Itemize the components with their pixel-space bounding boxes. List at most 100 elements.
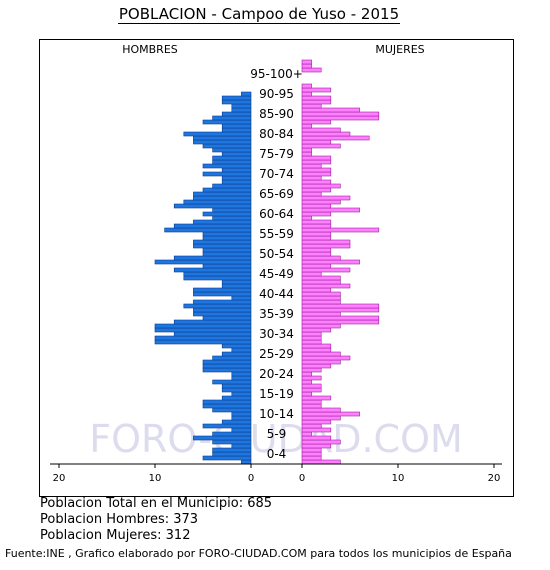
women-bar xyxy=(301,175,322,181)
women-bar xyxy=(301,239,351,245)
men-bar xyxy=(202,359,252,365)
men-bar xyxy=(202,367,252,373)
men-bar xyxy=(193,239,252,245)
age-group-label: 5-9 xyxy=(267,427,287,441)
men-bar xyxy=(231,375,252,381)
age-group-label: 65-69 xyxy=(259,187,294,201)
age-group-label: 10-14 xyxy=(259,407,294,421)
stat-total: Poblacion Total en el Municipio: 685 xyxy=(40,496,273,511)
women-bar xyxy=(301,423,322,429)
women-bar xyxy=(301,123,312,129)
women-bar xyxy=(301,99,332,105)
age-group-label: 15-19 xyxy=(259,387,294,401)
age-group-label: 30-34 xyxy=(259,327,294,341)
women-bar xyxy=(301,195,351,201)
women-bar xyxy=(301,215,312,221)
men-bar xyxy=(221,151,252,157)
women-bar xyxy=(301,403,322,409)
men-bar xyxy=(193,287,252,293)
men-bar xyxy=(221,283,252,289)
men-bar xyxy=(221,387,252,393)
stat-men: Poblacion Hombres: 373 xyxy=(40,512,199,527)
women-bar xyxy=(301,283,351,289)
women-bar xyxy=(301,347,332,353)
women-bar xyxy=(301,143,341,149)
chart-frame: FORO-CIUDAD.COM HOMBRES MUJERES 95-100+ 90-9… xyxy=(39,39,514,497)
men-bar xyxy=(202,119,252,125)
women-bar xyxy=(301,339,322,345)
men-bar xyxy=(193,243,252,249)
women-bar xyxy=(301,391,312,397)
men-bar xyxy=(164,227,252,233)
men-bar xyxy=(202,455,252,461)
men-bar xyxy=(183,131,252,137)
women-bar xyxy=(301,451,322,457)
men-bar xyxy=(193,291,252,297)
women-bar xyxy=(301,367,322,373)
women-bar xyxy=(301,227,380,233)
men-bar xyxy=(183,271,252,277)
women-bar xyxy=(301,111,380,117)
women-bar xyxy=(301,167,332,173)
x-tick-label-men: 10 xyxy=(149,473,162,484)
age-group-label: 20-24 xyxy=(259,367,294,381)
women-bar xyxy=(301,299,341,305)
men-bar xyxy=(202,187,252,193)
women-bar xyxy=(301,95,332,101)
women-bar xyxy=(301,407,341,413)
men-bar xyxy=(212,355,252,361)
women-bar xyxy=(301,259,360,265)
men-bar xyxy=(154,323,252,329)
men-bar xyxy=(221,383,252,389)
women-bar xyxy=(301,223,332,229)
men-bar xyxy=(202,231,252,237)
men-bar xyxy=(221,179,252,185)
men-bar xyxy=(202,143,252,149)
x-tick-label-women: 0 xyxy=(299,473,305,484)
men-bar xyxy=(173,203,252,209)
women-bar xyxy=(301,251,332,257)
women-bar xyxy=(301,355,351,361)
men-bar xyxy=(212,451,252,457)
women-bar xyxy=(301,231,332,237)
men-side-label: HOMBRES xyxy=(122,43,178,56)
men-bar xyxy=(154,335,252,341)
men-bar xyxy=(212,439,252,445)
men-bar xyxy=(173,319,252,325)
women-bar xyxy=(301,159,332,165)
women-bar xyxy=(301,115,380,121)
men-bar xyxy=(183,199,252,205)
men-bar xyxy=(193,311,252,317)
women-bar xyxy=(301,323,341,329)
women-bar xyxy=(301,291,341,297)
women-bar xyxy=(301,307,380,313)
women-bar xyxy=(301,455,322,461)
men-bar xyxy=(173,255,252,261)
women-bar xyxy=(301,63,312,69)
men-bar xyxy=(183,275,252,281)
women-bar xyxy=(301,147,312,153)
men-bar xyxy=(212,207,252,213)
women-bar xyxy=(301,271,322,277)
women-bar xyxy=(301,435,332,441)
men-bar xyxy=(193,299,252,305)
women-bar xyxy=(301,179,332,185)
men-bar xyxy=(202,315,252,321)
x-tick-label-women: 10 xyxy=(392,473,405,484)
women-bar xyxy=(301,459,341,465)
women-bar xyxy=(301,303,380,309)
women-bar xyxy=(301,83,312,89)
age-group-label: 35-39 xyxy=(259,307,294,321)
women-bar xyxy=(301,319,380,325)
women-bar xyxy=(301,443,332,449)
women-bar xyxy=(301,183,341,189)
men-bar xyxy=(231,371,252,377)
men-bar xyxy=(221,175,252,181)
men-bar xyxy=(202,263,252,269)
men-bar xyxy=(231,103,252,109)
men-bar xyxy=(173,267,252,273)
men-bar xyxy=(212,379,252,385)
women-bar xyxy=(301,87,332,93)
women-bar xyxy=(301,127,341,133)
age-group-label: 50-54 xyxy=(259,247,294,261)
